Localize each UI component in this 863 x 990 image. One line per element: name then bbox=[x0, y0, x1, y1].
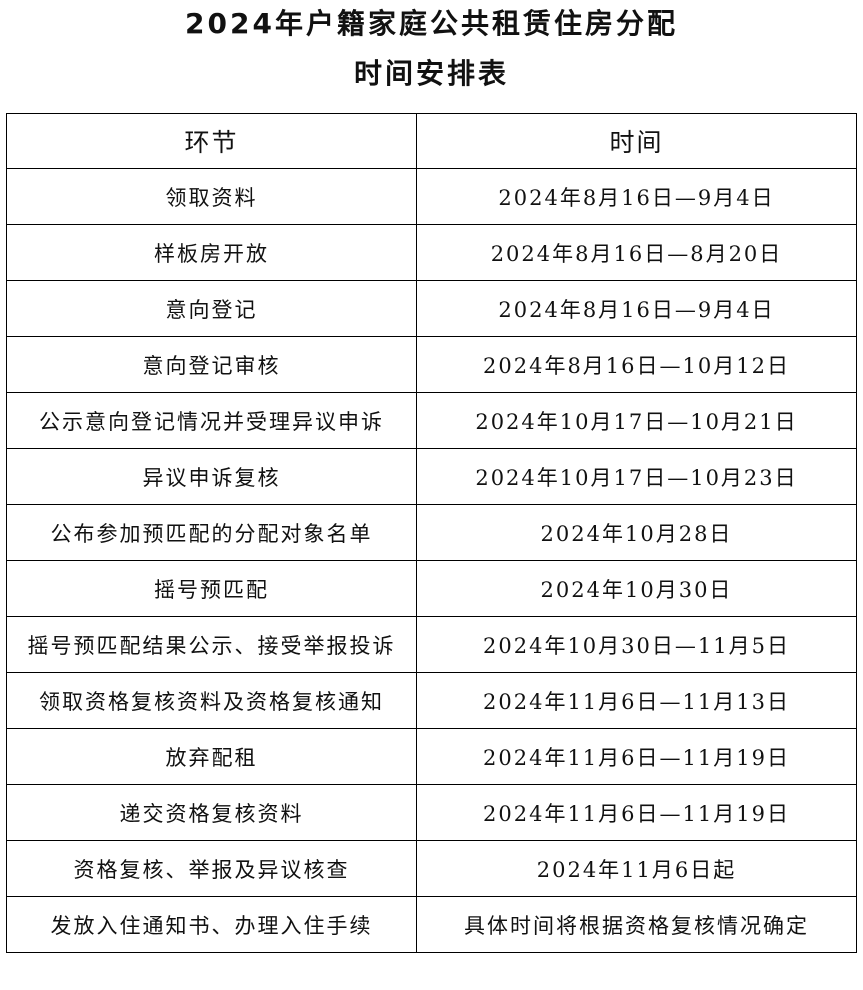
table-row: 发放入住通知书、办理入住手续 具体时间将根据资格复核情况确定 bbox=[6, 896, 857, 953]
stage-cell: 公布参加预匹配的分配对象名单 bbox=[6, 504, 417, 561]
time-cell: 2024年11月6日—11月19日 bbox=[416, 784, 857, 841]
table-row: 异议申诉复核 2024年10月17日—10月23日 bbox=[6, 448, 857, 505]
time-cell: 2024年10月17日—10月21日 bbox=[416, 392, 857, 449]
time-cell: 具体时间将根据资格复核情况确定 bbox=[416, 896, 857, 953]
header-stage: 环节 bbox=[6, 113, 417, 169]
time-cell: 2024年10月17日—10月23日 bbox=[416, 448, 857, 505]
stage-cell: 公示意向登记情况并受理异议申诉 bbox=[6, 392, 417, 449]
time-cell: 2024年11月6日起 bbox=[416, 840, 857, 897]
time-cell: 2024年11月6日—11月13日 bbox=[416, 672, 857, 729]
stage-cell: 意向登记 bbox=[6, 280, 417, 337]
time-cell: 2024年8月16日—10月12日 bbox=[416, 336, 857, 393]
time-cell: 2024年11月6日—11月19日 bbox=[416, 728, 857, 785]
table-row: 递交资格复核资料 2024年11月6日—11月19日 bbox=[6, 784, 857, 841]
stage-cell: 递交资格复核资料 bbox=[6, 784, 417, 841]
stage-cell: 意向登记审核 bbox=[6, 336, 417, 393]
stage-cell: 领取资料 bbox=[6, 168, 417, 225]
table-row: 资格复核、举报及异议核查 2024年11月6日起 bbox=[6, 840, 857, 897]
time-cell: 2024年8月16日—9月4日 bbox=[416, 168, 857, 225]
time-cell: 2024年10月28日 bbox=[416, 504, 857, 561]
table-row: 意向登记 2024年8月16日—9月4日 bbox=[6, 280, 857, 337]
document-title-line1: 2024年户籍家庭公共租赁住房分配 bbox=[185, 7, 678, 40]
table-row: 样板房开放 2024年8月16日—8月20日 bbox=[6, 224, 857, 281]
table-row: 公示意向登记情况并受理异议申诉 2024年10月17日—10月21日 bbox=[6, 392, 857, 449]
stage-cell: 异议申诉复核 bbox=[6, 448, 417, 505]
stage-cell: 放弃配租 bbox=[6, 728, 417, 785]
table-row: 放弃配租 2024年11月6日—11月19日 bbox=[6, 728, 857, 785]
time-cell: 2024年8月16日—8月20日 bbox=[416, 224, 857, 281]
table-row: 摇号预匹配结果公示、接受举报投诉 2024年10月30日—11月5日 bbox=[6, 616, 857, 673]
stage-cell: 摇号预匹配结果公示、接受举报投诉 bbox=[6, 616, 417, 673]
header-time: 时间 bbox=[416, 113, 857, 169]
stage-cell: 摇号预匹配 bbox=[6, 560, 417, 617]
table-row: 领取资格复核资料及资格复核通知 2024年11月6日—11月13日 bbox=[6, 672, 857, 729]
time-cell: 2024年10月30日 bbox=[416, 560, 857, 617]
time-cell: 2024年10月30日—11月5日 bbox=[416, 616, 857, 673]
table-row: 领取资料 2024年8月16日—9月4日 bbox=[6, 168, 857, 225]
stage-cell: 资格复核、举报及异议核查 bbox=[6, 840, 417, 897]
stage-cell: 领取资格复核资料及资格复核通知 bbox=[6, 672, 417, 729]
schedule-table: 环节 时间 领取资料 2024年8月16日—9月4日 样板房开放 2024年8月16日… bbox=[6, 113, 857, 953]
table-row: 摇号预匹配 2024年10月30日 bbox=[6, 560, 857, 617]
table-header-row: 环节 时间 bbox=[6, 113, 857, 169]
document-title-line2: 时间安排表 bbox=[353, 57, 509, 90]
table-row: 意向登记审核 2024年8月16日—10月12日 bbox=[6, 336, 857, 393]
stage-cell: 样板房开放 bbox=[6, 224, 417, 281]
table-row: 公布参加预匹配的分配对象名单 2024年10月28日 bbox=[6, 504, 857, 561]
stage-cell: 发放入住通知书、办理入住手续 bbox=[6, 896, 417, 953]
time-cell: 2024年8月16日—9月4日 bbox=[416, 280, 857, 337]
